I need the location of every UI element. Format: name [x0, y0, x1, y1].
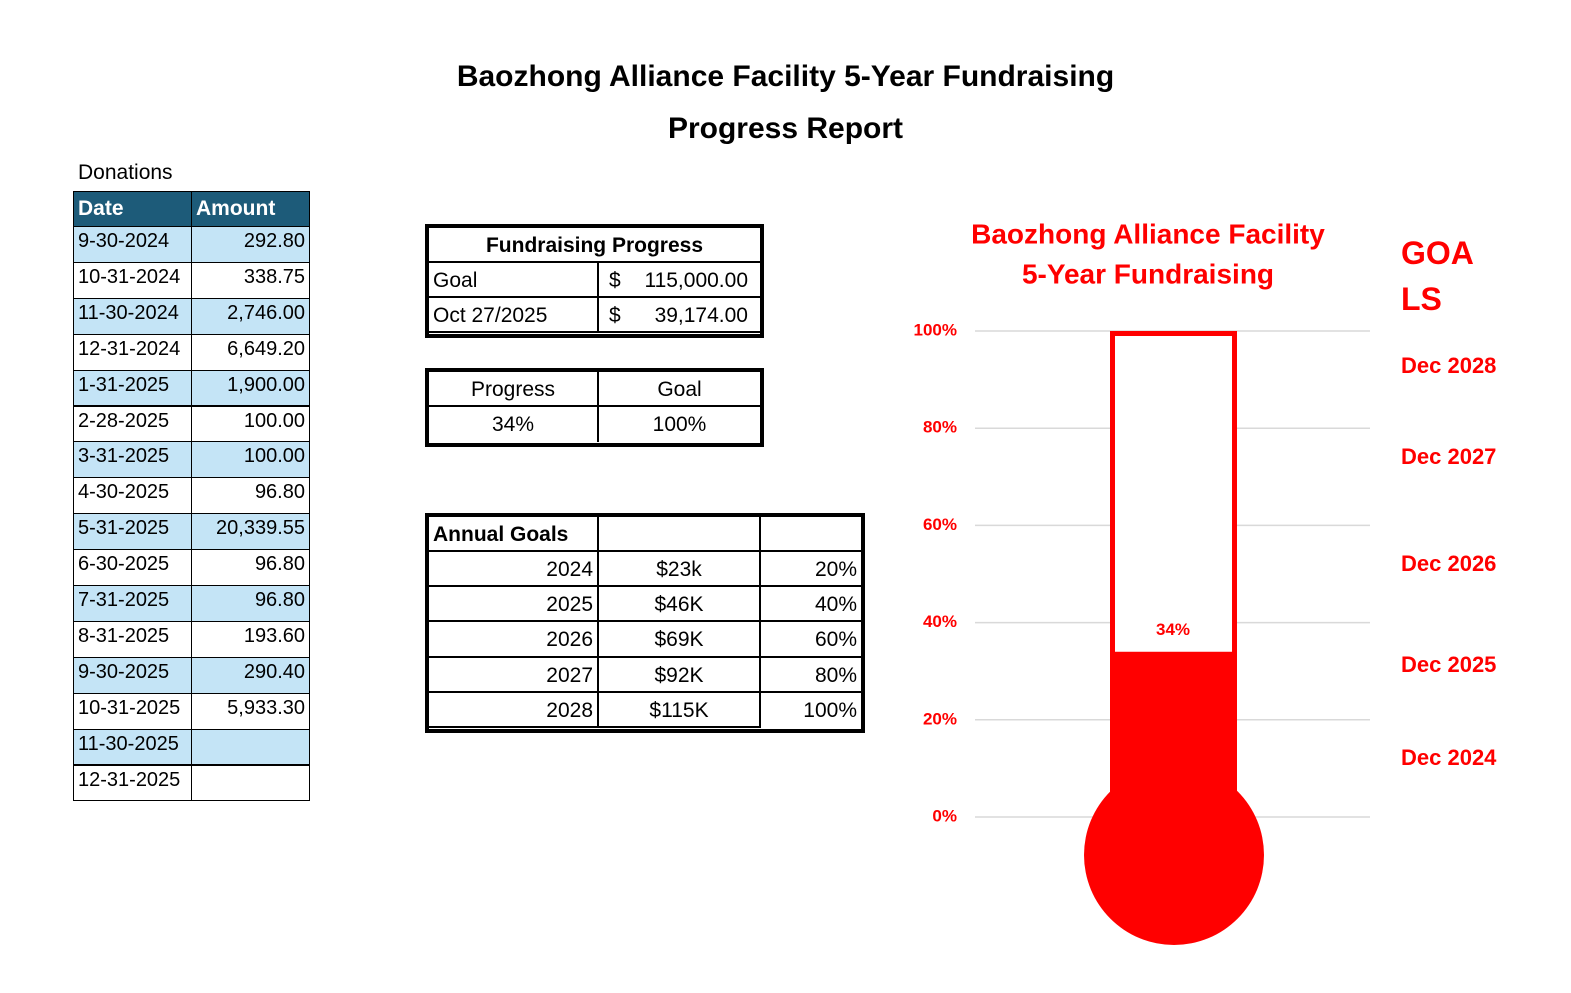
y-tick-label: 60% [923, 515, 957, 534]
amount-cell: 292.80 [191, 226, 310, 263]
amount-cell: 100.00 [191, 441, 310, 479]
label-cell: Oct 27/2025 [429, 298, 599, 333]
year-cell: 2025 [429, 587, 599, 623]
date-cell: 10-31-2024 [73, 261, 192, 299]
column-header: Date [73, 191, 192, 227]
amount-cell: 96.80 [191, 477, 310, 515]
goals-heading: GOALS [1401, 235, 1474, 317]
goal-label: Dec 2027 [1401, 444, 1496, 469]
bulb [1084, 765, 1264, 945]
amount-cell: 193.60 [191, 620, 310, 658]
year-cell: 2028 [429, 692, 599, 728]
table-border [425, 224, 764, 338]
value-cell: 100% [652, 413, 707, 436]
table-title: Annual Goals [429, 517, 599, 552]
column-header: Goal [599, 372, 760, 407]
percent-cell: 20% [761, 552, 861, 588]
amount-cell: 1,900.00 [191, 369, 310, 407]
year-cell: 2027 [429, 657, 599, 693]
amount-cell [191, 728, 310, 766]
amount-cell: 20,339.55 [191, 513, 310, 551]
y-tick-label: 40% [923, 612, 957, 631]
goal-label: Dec 2026 [1401, 551, 1496, 576]
date-cell: 5-31-2025 [73, 513, 192, 551]
amount-cell: $23k [599, 552, 761, 588]
y-tick-label: 100% [914, 320, 957, 339]
page-title: Baozhong Alliance Facility 5-Year Fundra… [456, 60, 1115, 93]
empty-cell [599, 517, 761, 552]
year-cell: 2026 [429, 622, 599, 658]
percent-cell: 100% [803, 698, 857, 722]
date-cell: 11-30-2025 [73, 728, 192, 766]
date-cell: 9-30-2024 [73, 226, 192, 263]
page-title: Progress Report [667, 112, 904, 145]
date-cell: 6-30-2025 [73, 549, 192, 586]
date-cell: 11-30-2024 [73, 297, 192, 335]
date-cell: 3-31-2025 [73, 441, 192, 479]
amount-cell: 5,933.30 [191, 692, 310, 730]
column-header: Progress [429, 372, 599, 407]
amount-cell: $115K [599, 692, 761, 728]
goal-label: Dec 2028 [1401, 353, 1496, 378]
percent-cell: 60% [761, 622, 861, 658]
amount-cell: 39,174.00 [629, 298, 760, 333]
goal-label: Dec 2025 [1401, 652, 1496, 677]
date-cell: 12-31-2024 [73, 333, 192, 371]
table-title: Fundraising Progress [429, 228, 760, 263]
table-border [425, 513, 865, 733]
y-tick-label: 20% [923, 709, 957, 728]
year-cell: 2024 [429, 552, 599, 588]
amount-cell: 100.00 [191, 405, 310, 443]
empty-cell [761, 517, 861, 552]
percent-cell: 80% [761, 658, 861, 693]
amount-cell: 2,746.00 [191, 297, 310, 335]
value-cell: 34% [429, 407, 599, 442]
date-cell: 7-31-2025 [73, 585, 192, 622]
amount-cell: 96.80 [191, 585, 310, 622]
amount-cell: $69K [599, 622, 761, 658]
date-cell: 2-28-2025 [73, 405, 192, 443]
table-caption: Donations [78, 161, 173, 184]
amount-cell [191, 764, 310, 802]
date-cell: 8-31-2025 [73, 620, 192, 658]
amount-cell: 6,649.20 [191, 333, 310, 371]
y-tick-label: 0% [932, 806, 957, 825]
currency-cell: $ [599, 263, 629, 298]
currency-cell: $ [599, 298, 629, 333]
chart-title: 5-Year Fundraising [1022, 258, 1274, 289]
percent-cell: 40% [761, 587, 861, 623]
amount-cell: 115,000.00 [629, 263, 760, 298]
column-header: Amount [191, 191, 310, 227]
date-cell: 10-31-2025 [73, 692, 192, 730]
amount-cell: 96.80 [191, 549, 310, 586]
value-label: 34% [1156, 620, 1190, 639]
table-border [425, 368, 764, 447]
chart-title: Baozhong Alliance Facility [971, 218, 1325, 249]
label-cell: Goal [429, 263, 599, 298]
date-cell: 12-31-2025 [73, 764, 192, 802]
date-cell: 4-30-2025 [73, 477, 192, 515]
goal-label: Dec 2024 [1401, 745, 1497, 770]
date-cell: 9-30-2025 [73, 656, 192, 694]
y-tick-label: 80% [923, 418, 957, 437]
amount-cell: 338.75 [191, 261, 310, 299]
amount-cell: $92K [599, 657, 761, 693]
date-cell: 1-31-2025 [73, 369, 192, 407]
amount-cell: 290.40 [191, 656, 310, 694]
amount-cell: $46K [599, 587, 761, 623]
